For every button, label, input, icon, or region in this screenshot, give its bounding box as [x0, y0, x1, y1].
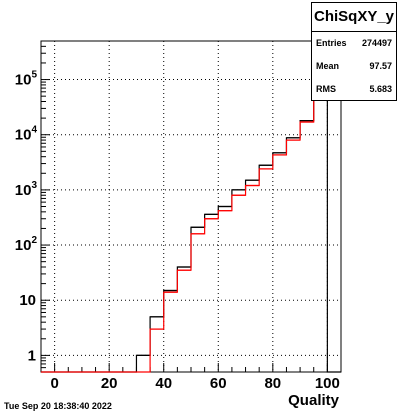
entries-value: 274497 — [361, 38, 392, 48]
axis-ticks — [40, 40, 342, 373]
histogram-series-2 — [41, 64, 341, 373]
x-axis-title: Quality — [288, 392, 340, 409]
x-tick-label: 80 — [264, 375, 281, 392]
histogram-series — [41, 64, 341, 373]
stats-title: ChiSqXY_y — [312, 3, 396, 32]
y-tick-label: 103 — [15, 180, 38, 199]
x-tick-label: 40 — [155, 375, 172, 392]
histogram-series-1 — [41, 64, 341, 373]
rms-label: RMS — [316, 84, 336, 94]
x-tick-label: 20 — [101, 375, 118, 392]
mean-value: 97.57 — [369, 61, 392, 71]
stats-box: ChiSqXY_y Entries 274497 Mean 97.57 RMS … — [311, 2, 397, 101]
y-tick-label: 102 — [15, 235, 38, 254]
tick-labels: 0 20 40 60 80 100 1 10 102 103 104 105 — [15, 70, 340, 392]
grid-lines — [41, 41, 341, 372]
timestamp: Tue Sep 20 18:38:40 2022 — [4, 401, 112, 411]
plot-frame — [40, 40, 342, 373]
y-tick-label: 10 — [19, 292, 36, 309]
mean-label: Mean — [316, 61, 340, 71]
x-tick-label: 0 — [50, 375, 58, 392]
entries-label: Entries — [316, 38, 347, 48]
y-tick-label: 105 — [15, 70, 38, 89]
rms-value: 5.683 — [369, 84, 392, 94]
stats-row-mean: Mean 97.57 — [312, 55, 396, 78]
y-tick-label: 104 — [15, 125, 38, 144]
y-tick-label: 1 — [28, 347, 36, 364]
x-tick-label: 60 — [210, 375, 227, 392]
stats-row-rms: RMS 5.683 — [312, 78, 396, 101]
stats-row-entries: Entries 274497 — [312, 32, 396, 55]
x-tick-label: 100 — [315, 375, 340, 392]
